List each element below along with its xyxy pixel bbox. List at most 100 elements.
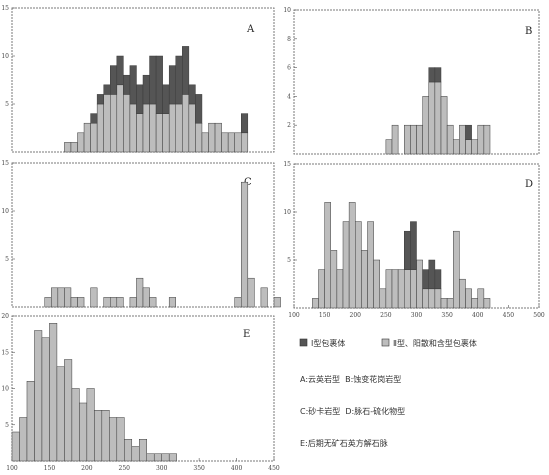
panel-E-bar-light xyxy=(56,366,65,462)
panel-A-bar-dark xyxy=(155,55,163,114)
panel-D-bar-light xyxy=(342,221,350,309)
panel-A-bar-dark xyxy=(241,113,249,134)
panel-D-bar-dark xyxy=(410,221,417,270)
legend-swatch-dark xyxy=(299,338,308,347)
panel-D-bar-light xyxy=(428,288,436,309)
panel-D-bar-light xyxy=(404,269,411,309)
panel-A-bar-dark xyxy=(149,55,157,105)
panel-D-bar-light xyxy=(348,202,356,309)
panel-C-ytick-label: 15 xyxy=(1,160,9,167)
panel-C-bar-light xyxy=(234,297,242,308)
panel-E-bar-light xyxy=(41,337,50,462)
panel-C-bar-light xyxy=(70,297,78,308)
panel-A-ytick-label: 5 xyxy=(5,101,9,108)
panel-B-bar-light xyxy=(428,81,436,155)
panel-C-bar-light xyxy=(136,277,144,308)
panel-B-ytick-label: 10 xyxy=(283,7,291,14)
panel-E-ytick-label: 20 xyxy=(1,313,9,320)
panel-C-bar-light xyxy=(142,287,150,308)
panel-A: A 5 10 15 xyxy=(1,5,275,153)
panel-A-ytick-label: 15 xyxy=(1,5,9,12)
panel-D-bar-light xyxy=(453,230,460,309)
panel-C-bar-light xyxy=(57,287,65,308)
panel-E-bar-light xyxy=(146,453,155,462)
panel-E-bar-light xyxy=(131,446,140,462)
panel-E-xtick-label: 150 xyxy=(44,465,56,472)
panel-D-bar-light xyxy=(446,298,454,309)
panel-E: E 5 10 15 20 100 150 200 250 300 350 400 450 xyxy=(1,313,280,472)
panel-D-bar-light xyxy=(471,298,478,309)
panel-B-bar-light xyxy=(465,139,472,155)
panel-C-ytick-label: 5 xyxy=(5,256,9,263)
panel-A-bar-dark xyxy=(90,113,98,124)
panel-A-bar-light xyxy=(110,94,118,153)
panel-C-bar-light xyxy=(260,287,268,308)
legend: Ⅰ型包裹体 Ⅱ型、阳散和含型包裹体 A:云英岩型 B:蚀变花岗岩型 C:砂卡岩型… xyxy=(299,338,477,448)
panel-E-xtick-label: 350 xyxy=(193,465,205,472)
panel-E-xtick-label: 250 xyxy=(119,465,131,472)
panel-B-ytick-label: 4 xyxy=(287,93,291,100)
panel-D-bar-light xyxy=(410,269,417,309)
panel-A-bar-dark xyxy=(162,84,170,114)
panel-A-bar-light xyxy=(83,122,91,153)
panel-A-bar-dark xyxy=(129,65,137,105)
panel-D-bar-light xyxy=(477,288,485,309)
panel-D-bar-light xyxy=(416,259,423,309)
panel-E-xtick-label: 450 xyxy=(268,465,280,472)
panel-D-bar-light xyxy=(361,250,368,309)
panel-C-bar-light xyxy=(44,297,52,308)
panel-A-bar-light xyxy=(214,122,222,153)
panel-B-bar-dark xyxy=(428,67,436,83)
panel-D-bar-light xyxy=(367,221,374,309)
panel-B-bar-light xyxy=(391,124,399,155)
panel-B-bar-light xyxy=(422,96,429,155)
panel-D-bar-light xyxy=(330,250,338,309)
panel-A-bar-dark xyxy=(142,74,150,105)
panel-E-bar-light xyxy=(116,417,125,462)
panel-B-ytick-label: 8 xyxy=(287,36,291,43)
panel-D-xtick-label: 100 xyxy=(288,312,300,319)
panel-A-bar-light xyxy=(96,103,104,153)
panel-D-bar-light xyxy=(397,269,405,309)
panel-A-bar-dark xyxy=(188,84,196,105)
panel-C-bar-light xyxy=(64,287,72,308)
panel-A-bar-dark xyxy=(182,46,190,95)
panel-C-bar-light xyxy=(51,287,59,308)
panel-D-xtick-label: 150 xyxy=(319,312,331,319)
panel-D-bar-light xyxy=(379,288,387,309)
panel-E-bar-light xyxy=(168,453,177,462)
panel-D-bar-dark xyxy=(404,230,411,270)
panel-A-bar-dark xyxy=(116,55,124,86)
panel-B-bar-light xyxy=(440,96,448,155)
panel-A-letter: A xyxy=(246,24,255,35)
panel-E-xtick-label: 300 xyxy=(156,465,168,472)
panel-A-bar-light xyxy=(188,103,196,153)
panel-B-bar-dark xyxy=(465,124,472,140)
panel-A-bar-light xyxy=(129,103,137,153)
panel-E-xtick-label: 400 xyxy=(231,465,243,472)
panel-D-bar-light xyxy=(434,288,442,309)
panel-E-bar-light xyxy=(49,323,58,462)
panel-B-letter: B xyxy=(525,26,532,37)
panel-D-xtick-label: 400 xyxy=(472,312,484,319)
panel-C-bar-light xyxy=(149,297,157,308)
panel-B-bar-light xyxy=(410,124,417,155)
panel-D-bar-light xyxy=(440,298,448,309)
panel-E-bar-light xyxy=(101,410,110,462)
panel-E-bar-light xyxy=(11,431,20,462)
panel-B-bar-light xyxy=(471,139,478,155)
panel-D-xtick-label: 450 xyxy=(503,312,515,319)
panel-D-bar-light xyxy=(465,288,472,309)
panel-D-bar-light xyxy=(391,269,399,309)
panel-E-bar-light xyxy=(153,453,162,462)
panel-A-ytick-label: 10 xyxy=(1,53,9,60)
legend-note-3: E:后期无矿石英方解石脉 xyxy=(300,438,388,448)
panel-A-bar-light xyxy=(168,103,176,153)
panel-A-bar-light xyxy=(155,113,163,153)
panel-D-bar-light xyxy=(459,278,466,309)
panel-B-ytick-label: 2 xyxy=(287,122,291,129)
legend-label-dark: Ⅰ型包裹体 xyxy=(311,338,345,348)
panel-A-bar-dark xyxy=(96,94,104,105)
